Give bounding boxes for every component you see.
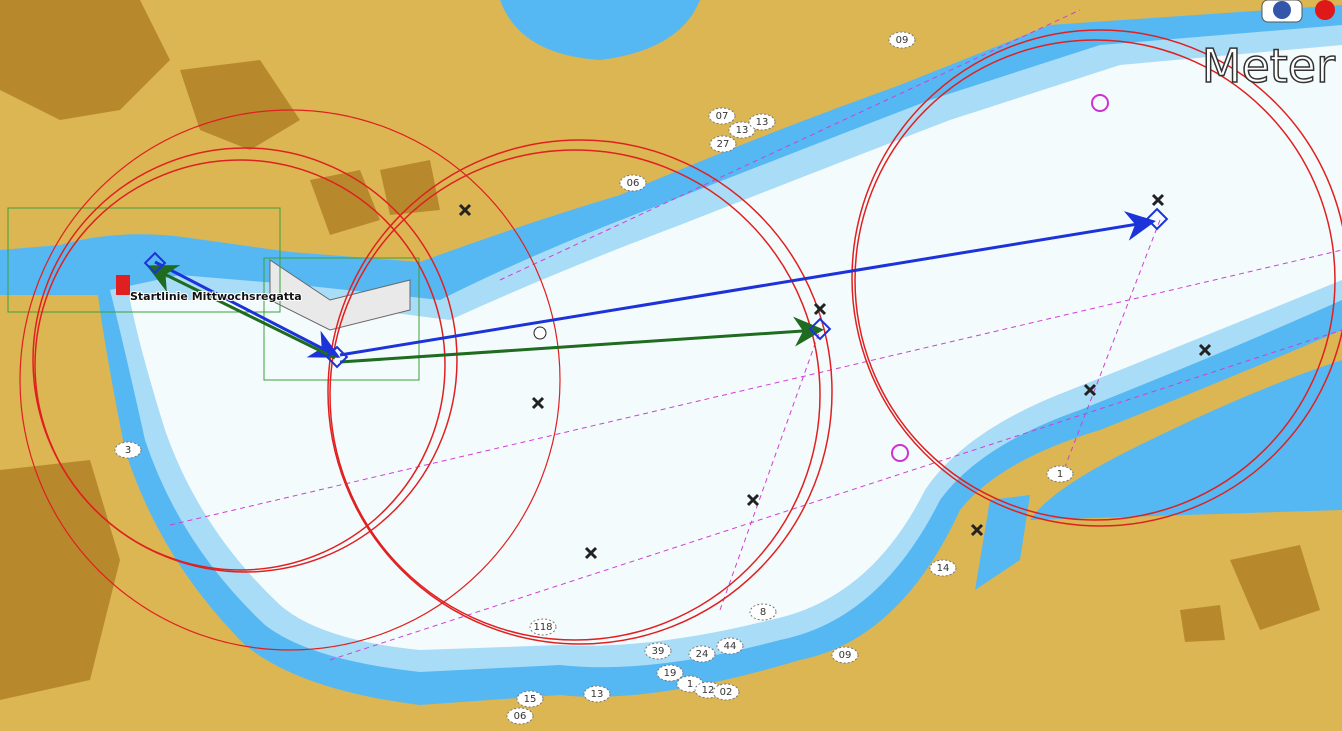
sounding: 15 — [524, 694, 537, 705]
sounding: 06 — [627, 178, 640, 189]
nautical-chart: Startlinie Mittwochsregatta Meter 071313… — [0, 0, 1342, 731]
sounding: 3 — [125, 445, 131, 456]
start-mark — [116, 275, 130, 295]
sounding: 09 — [896, 35, 909, 46]
toolbar[interactable] — [1262, 0, 1335, 22]
sounding: 14 — [937, 563, 950, 574]
sounding: 06 — [514, 711, 527, 722]
page: Startlinie Mittwochsregatta Meter 071313… — [0, 0, 1342, 731]
sounding: 19 — [664, 668, 677, 679]
sounding: 13 — [736, 125, 749, 136]
units-label: Meter — [1202, 39, 1335, 93]
sounding: 07 — [716, 111, 729, 122]
sounding: 13 — [591, 689, 604, 700]
start-line-label: Startlinie Mittwochsregatta — [130, 290, 302, 303]
sounding: 09 — [839, 650, 852, 661]
sounding: 39 — [652, 646, 665, 657]
sounding: 27 — [717, 139, 730, 150]
sounding: 24 — [696, 649, 709, 660]
sounding: 1 — [1057, 469, 1063, 480]
sounding: 44 — [724, 641, 737, 652]
sounding: 1 — [687, 679, 693, 690]
sounding: 8 — [760, 607, 766, 618]
sounding: 118 — [533, 622, 552, 633]
sounding: 02 — [720, 687, 733, 698]
sounding: 13 — [756, 117, 769, 128]
sounding: 12 — [702, 685, 715, 696]
position-mark — [534, 327, 546, 339]
